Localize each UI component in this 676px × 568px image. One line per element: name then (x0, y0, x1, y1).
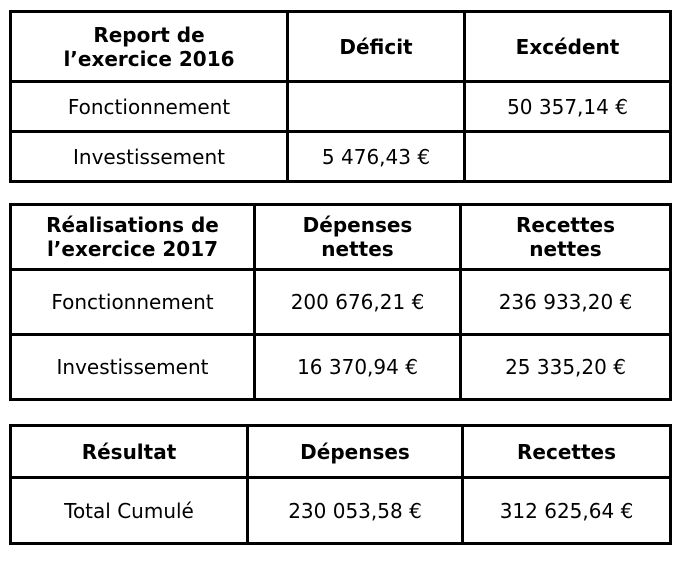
cell-fonctionnement-excedent: 50 357,14 € (463, 80, 672, 133)
cell-fonctionnement-depenses-nettes: 200 676,21 € (253, 268, 462, 336)
table-row: Fonctionnement 50 357,14 € (9, 80, 672, 133)
header-depenses-nettes: Dépenses nettes (253, 203, 462, 271)
row-label-total-cumule: Total Cumulé (9, 476, 249, 545)
row-label-investissement: Investissement (9, 333, 256, 401)
row-label-investissement: Investissement (9, 130, 289, 183)
cell-investissement-depenses-nettes: 16 370,94 € (253, 333, 462, 401)
table-header-row: Résultat Dépenses Recettes (9, 424, 672, 479)
table-row: Fonctionnement 200 676,21 € 236 933,20 € (9, 268, 672, 336)
header-resultat: Résultat (9, 424, 249, 479)
table-row: Investissement 5 476,43 € (9, 130, 672, 183)
cell-total-cumule-depenses: 230 053,58 € (246, 476, 464, 545)
table-row: Investissement 16 370,94 € 25 335,20 € (9, 333, 672, 401)
cell-total-cumule-recettes: 312 625,64 € (461, 476, 672, 545)
header-realisations-exercice-2017: Réalisations de l’exercice 2017 (9, 203, 256, 271)
cell-investissement-excedent (463, 130, 672, 183)
header-excedent: Excédent (463, 10, 672, 83)
cell-fonctionnement-deficit (286, 80, 466, 133)
header-deficit: Déficit (286, 10, 466, 83)
table-row: Total Cumulé 230 053,58 € 312 625,64 € (9, 476, 672, 545)
header-depenses: Dépenses (246, 424, 464, 479)
cell-fonctionnement-recettes-nettes: 236 933,20 € (459, 268, 672, 336)
table-header-row: Report de l’exercice 2016 Déficit Excéde… (9, 10, 672, 83)
header-recettes-nettes: Recettes nettes (459, 203, 672, 271)
table-resultat: Résultat Dépenses Recettes Total Cumulé … (9, 424, 672, 545)
row-label-fonctionnement: Fonctionnement (9, 268, 256, 336)
row-label-fonctionnement: Fonctionnement (9, 80, 289, 133)
table-report-exercice-2016: Report de l’exercice 2016 Déficit Excéde… (9, 10, 672, 183)
table-header-row: Réalisations de l’exercice 2017 Dépenses… (9, 203, 672, 271)
cell-investissement-recettes-nettes: 25 335,20 € (459, 333, 672, 401)
header-recettes: Recettes (461, 424, 672, 479)
header-report-exercice-2016: Report de l’exercice 2016 (9, 10, 289, 83)
cell-investissement-deficit: 5 476,43 € (286, 130, 466, 183)
table-realisations-exercice-2017: Réalisations de l’exercice 2017 Dépenses… (9, 203, 672, 401)
